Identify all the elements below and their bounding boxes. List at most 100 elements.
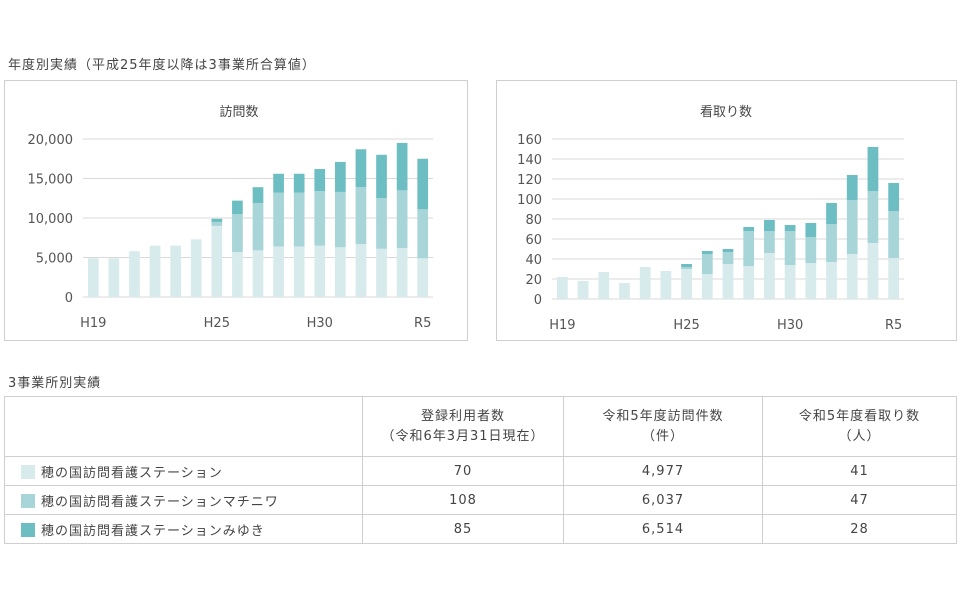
bar-segment <box>722 252 734 264</box>
bar-segment <box>867 191 879 243</box>
bar-segment <box>149 245 161 297</box>
header-deaths-unit: （人） <box>838 428 881 444</box>
users-cell: 70 <box>362 456 564 486</box>
bar-segment <box>846 175 858 200</box>
bar-segment <box>867 243 879 299</box>
bar-segment <box>211 218 223 222</box>
x-tick-label: H25 <box>673 318 699 333</box>
y-tick-label: 5,000 <box>36 252 73 267</box>
x-tick-label: H25 <box>204 316 230 331</box>
bar-segment <box>232 251 243 297</box>
bar-segment <box>846 254 858 299</box>
bar-segment <box>826 224 837 262</box>
header-visits-label: 令和5年度訪問件数 <box>602 408 724 424</box>
bar-segment <box>129 251 140 297</box>
y-tick-label: 15,000 <box>28 173 74 188</box>
bar-segment <box>701 251 713 254</box>
bar-segment <box>87 258 99 297</box>
legend-swatch-2 <box>21 493 35 508</box>
header-visits-unit: （件） <box>641 428 684 444</box>
bar-segment <box>376 154 387 199</box>
visits-cell: 6,037 <box>563 485 763 515</box>
bar-segment <box>784 231 796 265</box>
bar-segment <box>314 245 326 297</box>
bar-segment <box>314 169 326 192</box>
bar-segment <box>660 271 672 299</box>
bar-segment <box>232 200 243 215</box>
bar-segment <box>598 272 610 299</box>
header-users-note: （令和6年3月31日現在） <box>381 428 545 444</box>
y-tick-label: 120 <box>517 173 542 188</box>
bar-segment <box>784 265 796 299</box>
bar-segment <box>273 173 284 193</box>
bar-segment <box>826 262 837 299</box>
end-of-life-chart-panel: 看取り数 0 20 40 60 80 100 120 140 160 H19 H25 H30 R5 <box>496 80 957 341</box>
bar-segment <box>232 214 243 252</box>
bar-segment <box>784 225 796 231</box>
bar-segment <box>252 187 264 203</box>
office-name: 穂の国訪問看護ステーションみゆき <box>41 523 265 539</box>
y-tick-label: 0 <box>65 291 73 306</box>
table-row: 穂の国訪問看護ステーションみゆき 85 6,514 28 <box>4 514 957 544</box>
bar-segment <box>826 203 837 224</box>
bar-segment <box>293 246 305 297</box>
end-of-life-chart: 看取り数 0 20 40 60 80 100 120 140 160 H19 H25 H30 R5 <box>517 104 904 333</box>
bar-segment <box>743 231 755 266</box>
bar-segment <box>577 281 589 299</box>
header-deaths: 令和5年度看取り数 （人） <box>762 396 957 457</box>
bar-segment <box>273 192 284 247</box>
x-tick-label: H30 <box>307 316 333 331</box>
header-visits: 令和5年度訪問件数 （件） <box>563 396 763 457</box>
office-results-table: 登録利用者数 （令和6年3月31日現在） 令和5年度訪問件数 （件） 令和5年度… <box>4 396 957 544</box>
header-office <box>4 396 363 457</box>
bar-segment <box>701 274 713 299</box>
legend-swatch-3 <box>21 522 35 537</box>
bar-segment <box>681 267 692 269</box>
bar-segment <box>619 283 630 299</box>
bar-segment <box>355 187 367 245</box>
office-name-cell: 穂の国訪問看護ステーション <box>4 456 363 486</box>
office-name-cell: 穂の国訪問看護ステーションマチニワ <box>4 485 363 515</box>
bar-segment <box>722 249 734 252</box>
bar-segment <box>556 277 568 299</box>
bar-segment <box>417 209 429 259</box>
table-row: 穂の国訪問看護ステーション 70 4,977 41 <box>4 456 957 486</box>
y-tick-label: 160 <box>517 133 542 148</box>
bar-segment <box>108 258 120 297</box>
bar-segment <box>396 190 408 249</box>
annual-results-title: 年度別実績（平成25年度以降は3事業所合算値） <box>8 58 316 73</box>
bar-segment <box>355 244 367 297</box>
x-tick-label: R5 <box>414 316 431 331</box>
bar-segment <box>805 223 817 237</box>
bar-segment <box>252 202 264 251</box>
deaths-cell: 41 <box>762 456 957 486</box>
bar-segment <box>743 227 755 231</box>
bar-segment <box>335 161 346 192</box>
chart-title: 訪問数 <box>219 104 258 120</box>
header-users-label: 登録利用者数 <box>420 408 505 424</box>
bar-segment <box>888 258 900 299</box>
x-tick-label: H19 <box>549 318 575 333</box>
deaths-cell: 47 <box>762 485 957 515</box>
bar-segment <box>743 266 755 299</box>
bar-segment <box>681 269 692 299</box>
bar-segment <box>639 267 651 299</box>
y-tick-label: 20,000 <box>28 133 74 148</box>
x-tick-label: H30 <box>777 318 803 333</box>
bar-segment <box>722 264 734 299</box>
bar-segment <box>888 211 900 258</box>
office-name: 穂の国訪問看護ステーション <box>41 465 223 481</box>
y-tick-label: 0 <box>534 293 542 308</box>
bar-segment <box>335 247 346 297</box>
y-tick-label: 60 <box>525 233 542 248</box>
visits-cell: 6,514 <box>563 514 763 544</box>
bar-segment <box>764 231 775 253</box>
x-tick-label: R5 <box>885 318 902 333</box>
bar-segment <box>211 225 223 297</box>
bar-segment <box>417 158 429 210</box>
bar-segment <box>314 191 326 246</box>
bar-segment <box>846 200 858 254</box>
bar-segment <box>335 191 346 248</box>
y-tick-label: 40 <box>525 253 542 268</box>
y-tick-label: 140 <box>517 153 542 168</box>
